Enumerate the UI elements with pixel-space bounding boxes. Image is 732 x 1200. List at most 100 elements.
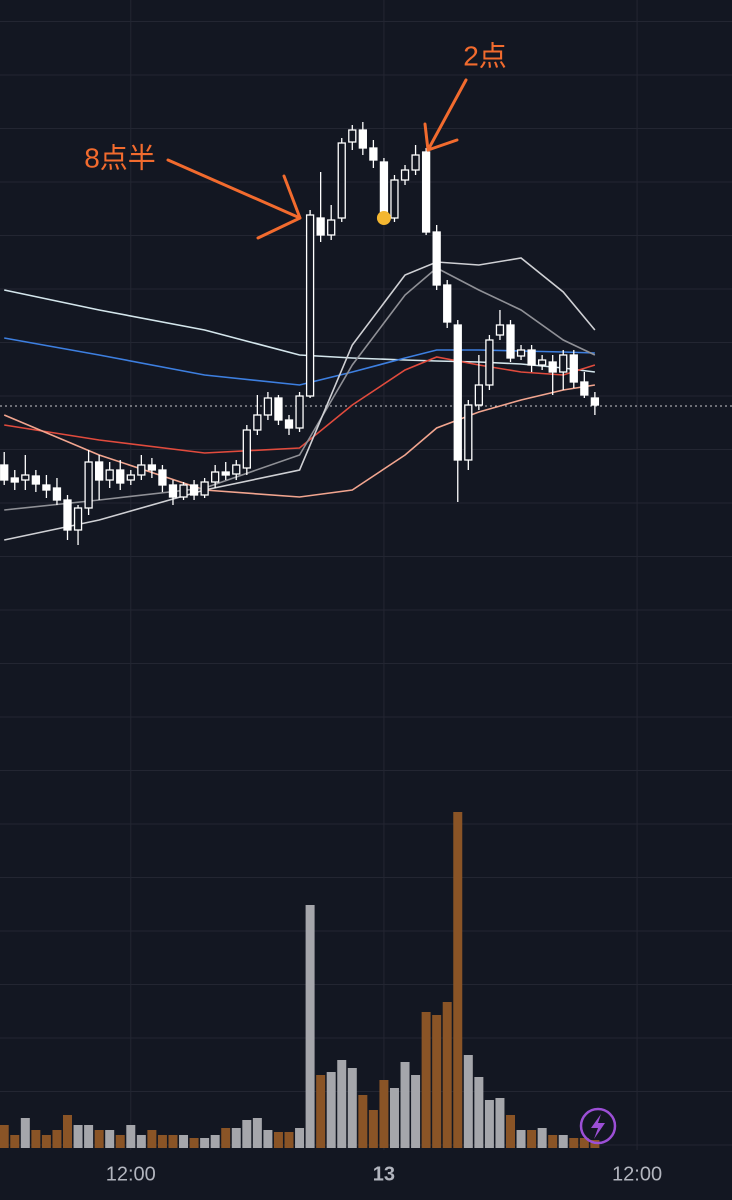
candle-body: [42, 484, 51, 491]
moving-average-line: [3, 384, 596, 498]
volume-bar: [94, 1130, 104, 1148]
volume-bar: [189, 1138, 199, 1148]
candle-body: [495, 324, 505, 336]
volume-bar: [295, 1128, 305, 1148]
candle-body: [200, 481, 209, 496]
marker: [376, 211, 391, 225]
volume-bar: [252, 1118, 262, 1148]
candle-body: [590, 397, 600, 406]
candle-body: [94, 461, 104, 481]
candle-body: [168, 484, 178, 498]
volume-bar: [590, 1140, 600, 1148]
x-tick-label: 12:00: [106, 1163, 156, 1185]
annotation: 2点: [463, 40, 507, 71]
volume-bar: [221, 1128, 231, 1148]
volume-bar: [579, 1138, 589, 1148]
candle-body: [274, 397, 283, 421]
candle-body: [211, 471, 220, 483]
volume-bar: [263, 1130, 273, 1148]
candle-body: [295, 395, 304, 429]
candle-body: [358, 129, 367, 149]
candle-body: [221, 471, 230, 476]
volume-bar: [231, 1128, 241, 1148]
candle-body: [63, 499, 72, 531]
volume-bar: [73, 1125, 83, 1148]
volume-bar: [474, 1077, 484, 1148]
candle-body: [189, 484, 199, 496]
candle-body: [474, 384, 484, 406]
candle-body: [400, 169, 410, 181]
candle-body: [569, 354, 578, 383]
volume-bar: [495, 1098, 505, 1148]
volume-bar: [484, 1100, 494, 1148]
x-tick-label: 12:00: [612, 1163, 662, 1185]
volume-bar: [273, 1132, 283, 1148]
candle-body: [105, 469, 114, 481]
candle-body: [0, 464, 9, 481]
volume-bar: [337, 1060, 347, 1148]
volume-bar: [157, 1135, 167, 1148]
volume-bar: [147, 1130, 157, 1148]
volume-bar: [20, 1118, 30, 1148]
candle-body: [179, 484, 188, 498]
candle-body: [21, 474, 30, 481]
candle-body: [527, 349, 536, 366]
candle-body: [548, 361, 557, 373]
volume-bar: [52, 1130, 62, 1148]
volume-bar: [41, 1135, 51, 1148]
moving-average-line: [4, 337, 595, 386]
candle-body: [31, 475, 41, 485]
x-tick-label: 13: [373, 1163, 395, 1185]
volume-bar: [10, 1135, 20, 1148]
candle-body: [232, 464, 241, 475]
axis-band: [0, 1150, 732, 1200]
moving-average-line: [4, 257, 596, 541]
volume-bar: [389, 1088, 399, 1148]
volume-bar: [569, 1138, 579, 1148]
volume-bar: [527, 1130, 537, 1148]
candle-body: [537, 359, 547, 366]
candle-body: [284, 419, 294, 429]
candle-body: [516, 349, 526, 357]
candle-body: [559, 354, 568, 373]
volume-bar: [506, 1115, 516, 1148]
moving-average-line: [4, 267, 596, 511]
candle-body: [137, 464, 146, 476]
candle-body: [126, 474, 135, 481]
volume-bar: [453, 812, 463, 1148]
candle-body: [506, 324, 515, 359]
volume-bar: [326, 1072, 336, 1148]
volume-bar: [463, 1055, 473, 1148]
candle-body: [263, 397, 273, 416]
moving-average-line: [4, 356, 596, 454]
candle-body: [421, 151, 431, 233]
lightning-button[interactable]: [579, 1107, 617, 1145]
candle-body: [158, 469, 167, 486]
arrow: [423, 78, 468, 152]
volume-bar: [421, 1012, 431, 1148]
candle-body: [432, 231, 441, 286]
volume-bar: [200, 1138, 210, 1148]
candle-body: [369, 147, 378, 161]
volume-bar: [136, 1135, 146, 1148]
candle-body: [464, 404, 473, 461]
volume-bar: [379, 1080, 389, 1148]
lightning-icon: [591, 1114, 605, 1139]
volume-bar: [537, 1128, 547, 1148]
volume-bar: [0, 1125, 9, 1148]
volume-bar: [305, 905, 315, 1148]
volume-bar: [179, 1135, 189, 1148]
volume-bar: [368, 1110, 378, 1148]
candle-body: [453, 324, 462, 461]
volume-bar: [347, 1068, 357, 1148]
arrow: [166, 158, 302, 240]
candle-body: [316, 217, 325, 236]
volume-bar: [242, 1120, 252, 1148]
candle-body: [379, 161, 389, 219]
volume-bar: [442, 1002, 452, 1148]
candle-body: [390, 179, 399, 219]
volume-bar: [516, 1130, 526, 1148]
volume-bar: [316, 1075, 326, 1148]
volume-bar: [284, 1132, 294, 1148]
